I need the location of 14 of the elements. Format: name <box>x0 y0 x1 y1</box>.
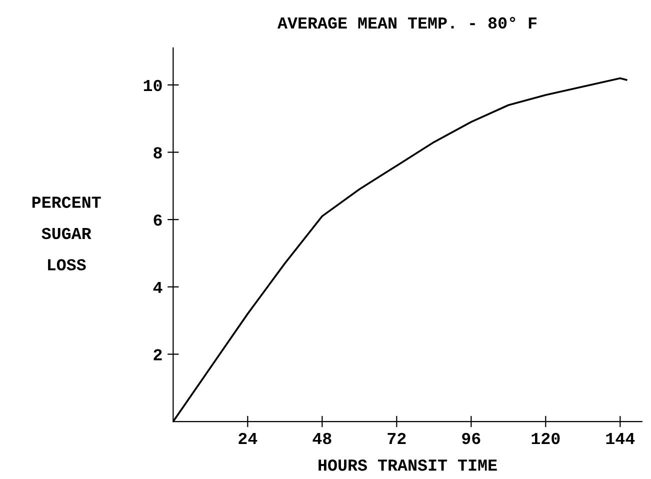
x-tick-label: 120 <box>532 432 560 444</box>
chart-title: AVERAGE MEAN TEMP. - 80° F <box>277 16 537 29</box>
y-tick-label: 10 <box>144 80 162 92</box>
x-tick-label: 72 <box>388 432 406 444</box>
x-tick-label: 24 <box>238 432 258 444</box>
x-tick-label: 96 <box>462 432 480 444</box>
y-axis-title: PERCENT SUGAR LOSS <box>32 196 101 270</box>
y-tick-label: 8 <box>154 147 162 158</box>
x-tick-label: 48 <box>312 432 332 444</box>
x-axis-title: HOURS TRANSIT TIME <box>318 460 497 471</box>
y-tick-label: 6 <box>154 214 162 226</box>
x-tick-label: 144 <box>606 433 635 444</box>
y-tick-label: 4 <box>153 282 162 293</box>
y-tick-label: 2 <box>154 349 162 360</box>
